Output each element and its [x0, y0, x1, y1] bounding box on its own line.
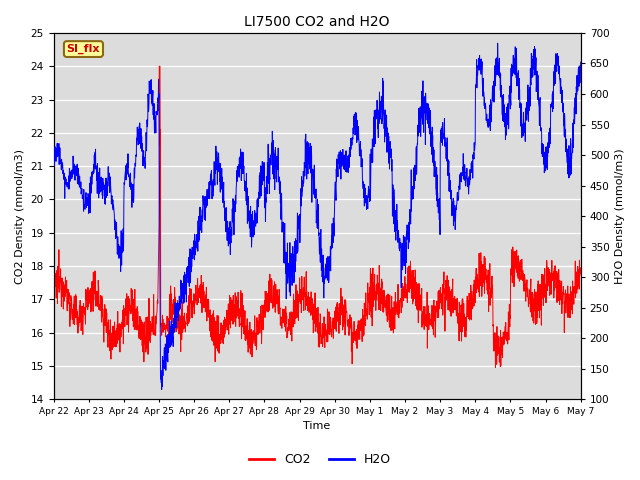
X-axis label: Time: Time: [303, 421, 331, 432]
Y-axis label: H2O Density (mmol/m3): H2O Density (mmol/m3): [615, 148, 625, 284]
Title: LI7500 CO2 and H2O: LI7500 CO2 and H2O: [244, 15, 390, 29]
Text: SI_flx: SI_flx: [67, 44, 100, 54]
Legend: CO2, H2O: CO2, H2O: [244, 448, 396, 471]
Y-axis label: CO2 Density (mmol/m3): CO2 Density (mmol/m3): [15, 149, 25, 284]
